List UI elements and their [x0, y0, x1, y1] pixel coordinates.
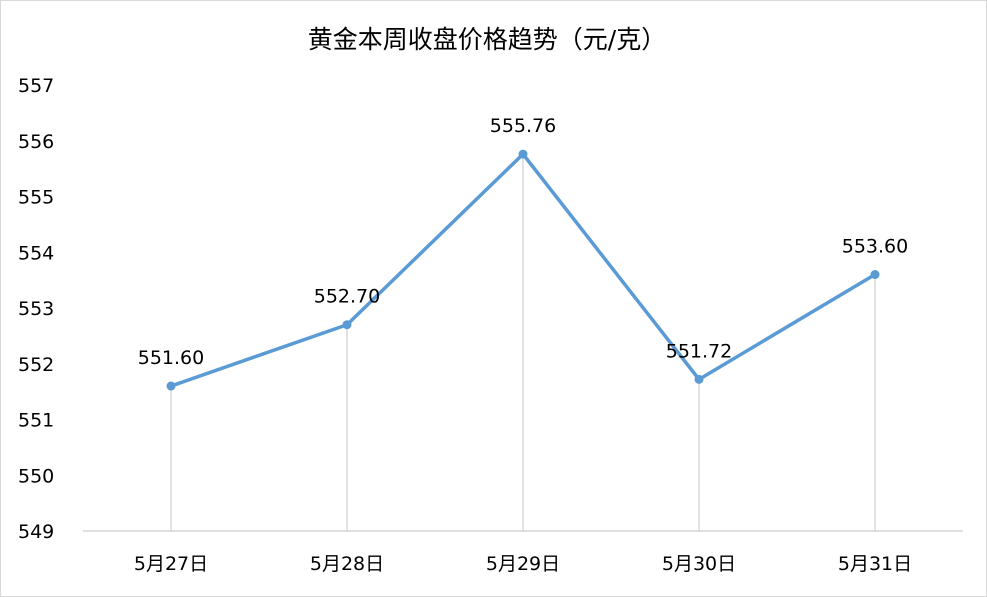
x-tick-label: 5月29日: [486, 553, 560, 575]
y-tick-label: 553: [18, 298, 54, 320]
y-tick-label: 554: [18, 242, 54, 264]
x-tick-label: 5月27日: [134, 553, 208, 575]
data-label: 555.76: [490, 115, 556, 137]
data-label: 551.72: [666, 340, 732, 362]
chart-title: 黄金本周收盘价格趋势（元/克）: [308, 25, 666, 54]
data-label: 551.60: [138, 347, 204, 369]
x-tick-label: 5月31日: [838, 553, 912, 575]
y-tick-label: 555: [18, 187, 54, 209]
data-point: [518, 149, 528, 159]
y-tick-label: 552: [18, 354, 54, 376]
y-tick-label: 549: [18, 521, 54, 543]
data-point: [694, 374, 704, 384]
data-point: [870, 270, 880, 280]
y-tick-label: 551: [18, 410, 54, 432]
y-tick-label: 556: [18, 131, 54, 153]
data-label: 552.70: [314, 286, 380, 308]
data-point: [342, 320, 352, 330]
x-tick-label: 5月28日: [310, 553, 384, 575]
y-tick-label: 550: [18, 465, 54, 487]
y-tick-label: 557: [18, 75, 54, 97]
data-label: 553.60: [842, 236, 908, 258]
data-point: [166, 381, 176, 391]
x-tick-label: 5月30日: [662, 553, 736, 575]
